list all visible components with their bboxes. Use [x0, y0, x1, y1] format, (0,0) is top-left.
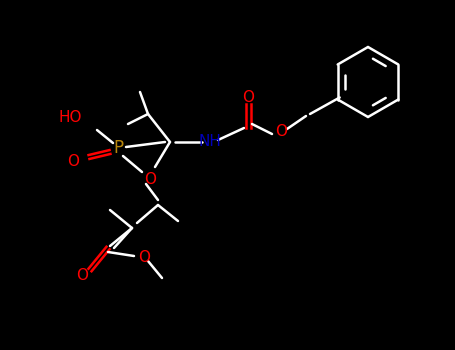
Text: HO: HO [59, 111, 82, 126]
Text: O: O [144, 173, 156, 188]
Text: O: O [76, 268, 88, 284]
Text: NH: NH [198, 134, 222, 149]
Text: O: O [275, 125, 287, 140]
Text: P: P [113, 139, 123, 157]
Text: O: O [242, 91, 254, 105]
Text: O: O [138, 251, 150, 266]
Text: O: O [67, 154, 79, 169]
